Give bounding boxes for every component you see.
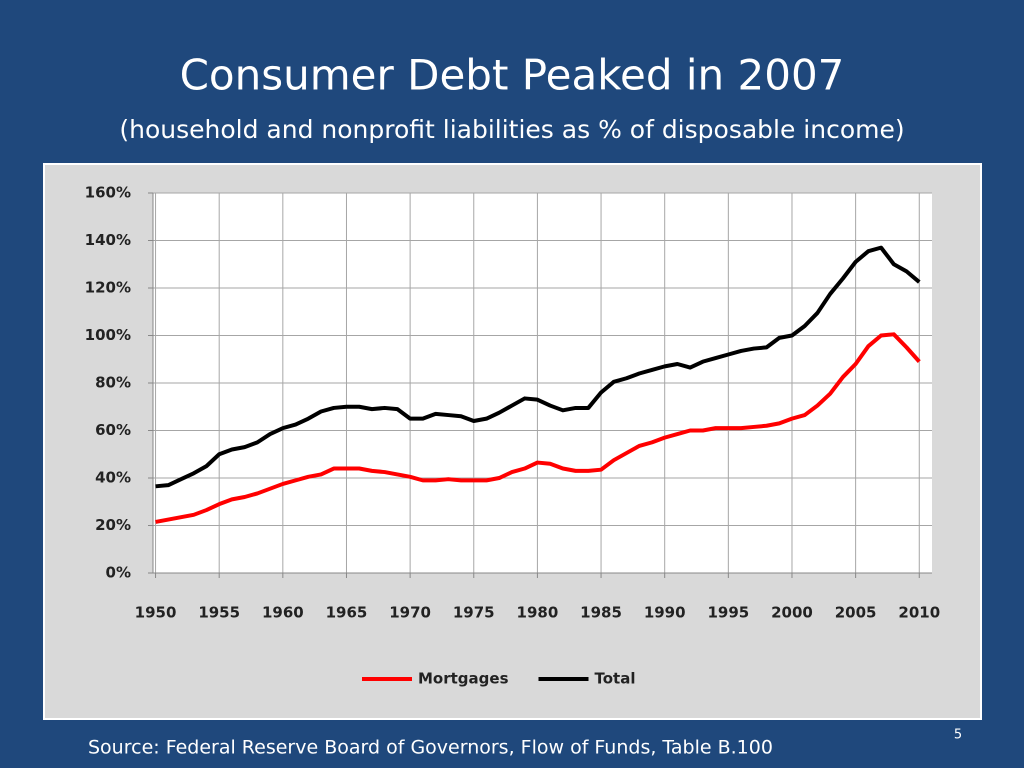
legend-label: Total [595, 670, 636, 688]
y-tick-label: 20% [95, 516, 131, 534]
x-tick-label: 1990 [644, 604, 686, 622]
x-tick-label: 2000 [771, 604, 813, 622]
x-tick-label: 1995 [707, 604, 749, 622]
x-tick-label: 1985 [580, 604, 622, 622]
x-tick-label: 1975 [453, 604, 495, 622]
y-tick-label: 80% [95, 374, 131, 392]
y-tick-label: 0% [106, 564, 131, 582]
y-tick-label: 120% [85, 279, 131, 297]
x-tick-label: 1960 [262, 604, 304, 622]
y-tick-label: 40% [95, 469, 131, 487]
y-tick-label: 160% [85, 184, 131, 202]
x-tick-label: 2010 [898, 604, 940, 622]
source-note: Source: Federal Reserve Board of Governo… [88, 737, 773, 759]
data-line [155, 245, 921, 489]
chart-subtitle: (household and nonprofit liabilities as … [119, 115, 904, 144]
x-tick-label: 1980 [517, 604, 559, 622]
legend-label: Mortgages [418, 670, 509, 688]
x-tick-label: 1970 [389, 604, 431, 622]
x-tick-label: 1965 [326, 604, 368, 622]
y-tick-label: 100% [85, 326, 131, 344]
y-tick-label: 60% [95, 421, 131, 439]
x-tick-label: 1950 [135, 604, 177, 622]
data-line [155, 332, 921, 524]
x-tick-label: 2005 [835, 604, 877, 622]
x-tick-label: 1955 [198, 604, 240, 622]
page-number: 5 [954, 728, 962, 743]
chart-title: Consumer Debt Peaked in 2007 [180, 51, 845, 100]
y-tick-label: 140% [85, 231, 131, 249]
